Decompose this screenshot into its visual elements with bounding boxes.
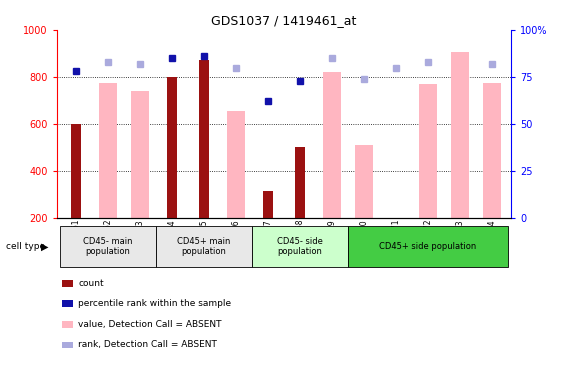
Bar	[295, 147, 305, 218]
Bar	[227, 111, 245, 218]
Title: GDS1037 / 1419461_at: GDS1037 / 1419461_at	[211, 15, 357, 27]
Text: percentile rank within the sample: percentile rank within the sample	[78, 299, 232, 308]
FancyBboxPatch shape	[348, 226, 508, 267]
Text: CD45+ side population: CD45+ side population	[379, 242, 477, 251]
FancyBboxPatch shape	[60, 226, 156, 267]
FancyBboxPatch shape	[252, 226, 348, 267]
Bar	[199, 60, 209, 217]
Text: rank, Detection Call = ABSENT: rank, Detection Call = ABSENT	[78, 340, 217, 350]
Bar	[355, 145, 373, 218]
FancyBboxPatch shape	[156, 226, 252, 267]
Text: CD45- side
population: CD45- side population	[277, 237, 323, 256]
Text: CD45- main
population: CD45- main population	[83, 237, 133, 256]
Text: count: count	[78, 279, 104, 288]
Text: CD45+ main
population: CD45+ main population	[177, 237, 231, 256]
Bar	[451, 52, 469, 217]
Bar	[71, 124, 81, 218]
Text: ▶: ▶	[41, 242, 48, 252]
Bar	[167, 77, 177, 218]
Bar	[483, 83, 501, 218]
Bar	[99, 83, 117, 218]
Bar	[131, 91, 149, 218]
Bar	[263, 190, 273, 217]
Bar	[419, 84, 437, 218]
Bar	[323, 72, 341, 217]
Text: value, Detection Call = ABSENT: value, Detection Call = ABSENT	[78, 320, 222, 329]
Text: cell type: cell type	[6, 242, 45, 251]
